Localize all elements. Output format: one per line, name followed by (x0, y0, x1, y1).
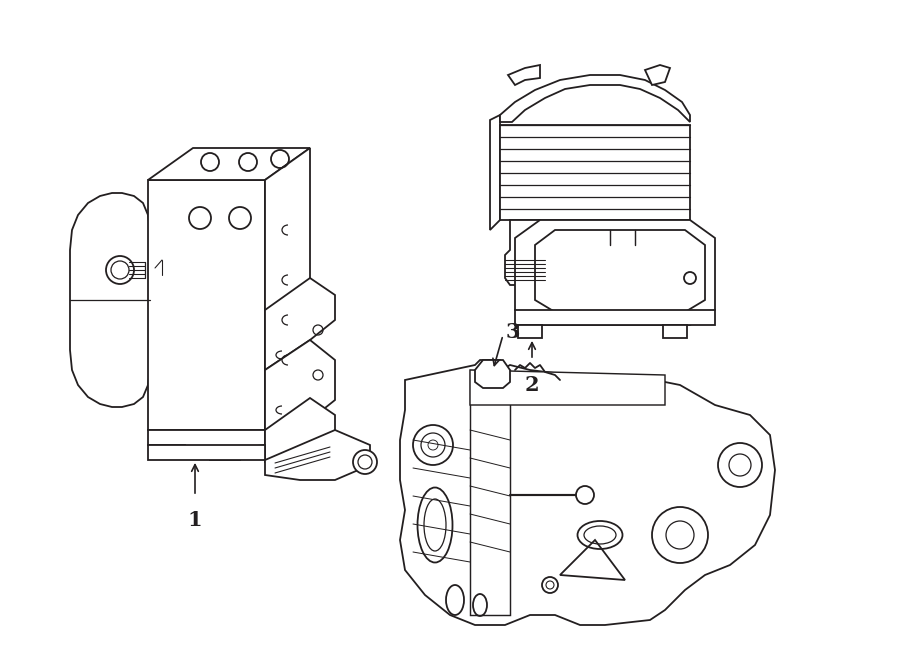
Polygon shape (500, 125, 690, 220)
Polygon shape (265, 340, 335, 430)
Polygon shape (645, 65, 670, 85)
FancyBboxPatch shape (582, 437, 678, 485)
Polygon shape (148, 148, 310, 180)
Polygon shape (490, 115, 500, 230)
Circle shape (542, 577, 558, 593)
Polygon shape (265, 398, 335, 462)
Text: 2: 2 (525, 375, 539, 395)
Polygon shape (515, 220, 715, 325)
Polygon shape (265, 148, 310, 430)
Polygon shape (470, 370, 665, 405)
Circle shape (576, 486, 594, 504)
Polygon shape (400, 360, 775, 625)
Polygon shape (505, 220, 545, 285)
Polygon shape (265, 430, 370, 480)
Polygon shape (518, 325, 542, 338)
FancyBboxPatch shape (572, 427, 688, 493)
Polygon shape (515, 310, 715, 325)
Polygon shape (148, 430, 265, 460)
Polygon shape (500, 75, 690, 122)
Polygon shape (560, 540, 625, 580)
Polygon shape (265, 278, 335, 370)
Polygon shape (475, 360, 510, 388)
Polygon shape (148, 445, 265, 460)
Polygon shape (508, 65, 540, 85)
Text: 1: 1 (188, 510, 202, 530)
Polygon shape (663, 325, 687, 338)
Circle shape (353, 450, 377, 474)
Polygon shape (70, 193, 150, 407)
Polygon shape (148, 180, 265, 430)
Text: 3: 3 (506, 322, 520, 342)
Polygon shape (535, 230, 705, 312)
Polygon shape (470, 370, 510, 615)
